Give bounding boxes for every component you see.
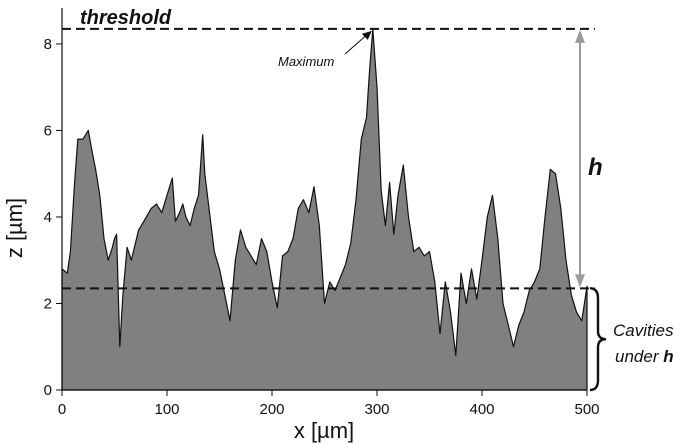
- y-tick-label: 0: [44, 382, 52, 399]
- x-axis-label: x [µm]: [294, 418, 354, 443]
- cavities-label: Cavities: [613, 321, 674, 340]
- y-tick-label: 6: [44, 122, 52, 139]
- threshold-label: threshold: [80, 7, 172, 29]
- y-axis-label: z [µm]: [2, 198, 27, 258]
- y-tick-label: 8: [44, 36, 52, 53]
- under-word: under: [615, 347, 660, 366]
- maximum-label: Maximum: [278, 54, 335, 69]
- profile-area: [61, 28, 588, 391]
- h-label: h: [588, 154, 603, 181]
- h-arrow-bottom-head: [575, 274, 585, 288]
- maximum-arrow: [344, 34, 368, 55]
- under-h-label: under h: [615, 347, 674, 366]
- x-tick-label: 200: [259, 401, 284, 418]
- h-arrow-top-head: [575, 29, 585, 43]
- x-tick-label: 500: [574, 401, 599, 418]
- under-h-bold: h: [663, 347, 673, 366]
- y-tick-label: 2: [44, 295, 52, 312]
- x-tick-label: 0: [58, 401, 66, 418]
- y-tick-label: 4: [44, 209, 52, 226]
- maximum-arrowhead: [361, 30, 372, 40]
- x-ticks: 0 100 200 300 400 500: [58, 390, 600, 418]
- x-tick-label: 100: [154, 401, 179, 418]
- y-ticks: 0 2 4 6 8: [44, 36, 62, 399]
- x-tick-label: 400: [469, 401, 494, 418]
- x-tick-label: 300: [364, 401, 389, 418]
- cavity-brace: [589, 287, 607, 392]
